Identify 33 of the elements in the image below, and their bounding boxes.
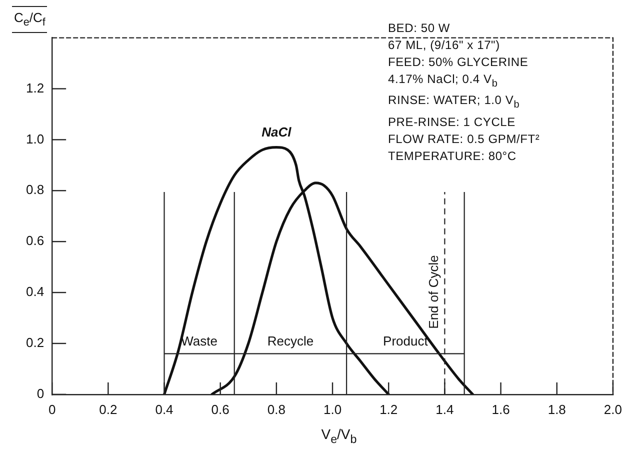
x-tick-label: 0 bbox=[48, 402, 56, 417]
x-tick-label: 1.6 bbox=[492, 402, 510, 417]
y-tick-label: 0.2 bbox=[26, 335, 44, 350]
y-tick-label: 0.4 bbox=[26, 284, 44, 300]
x-tick-label: 1.4 bbox=[436, 402, 454, 417]
annotation: PRE-RINSE: 1 CYCLE bbox=[388, 114, 516, 131]
annotation: RINSE: WATER; 1.0 V$_{b}$ bbox=[388, 92, 521, 113]
y-tick-label: 0.6 bbox=[26, 233, 44, 248]
annotation: TEMPERATURE: 80°C bbox=[388, 148, 518, 165]
x-tick-label: 1.0 bbox=[323, 402, 342, 417]
y-axis-title: C$_{e}$/C$_{f}$ bbox=[12, 6, 48, 33]
annotation: 4.17% NaCl; 0.4 V$_{b}$ bbox=[388, 71, 499, 92]
x-tick-label: 2.0 bbox=[604, 402, 622, 417]
y-tick-label: 0 bbox=[36, 386, 44, 401]
annotation: 67 ML, (9/16" x 17") bbox=[388, 37, 501, 54]
annotation: Waste bbox=[181, 334, 218, 349]
x-tick-label: 0.2 bbox=[99, 402, 118, 417]
y-tick-label: 1.0 bbox=[26, 131, 44, 146]
annotation: FLOW RATE: 0.5 GPM/FT² bbox=[388, 130, 540, 148]
annotation: FEED: 50% GLYCERINE bbox=[388, 54, 530, 71]
x-axis-title: V$_{e}$/V$_{b}$ bbox=[320, 426, 358, 446]
text: BED: 50 W bbox=[388, 20, 452, 37]
annotation: Product bbox=[383, 334, 428, 349]
x-tick-label: 0.4 bbox=[155, 402, 174, 417]
x-tick-label: 1.2 bbox=[380, 402, 398, 417]
y-tick-label: 0.8 bbox=[26, 182, 44, 198]
ref-line-label: End of Cycle bbox=[426, 255, 441, 329]
x-tick-label: 0.8 bbox=[267, 402, 286, 417]
x-tick-label: 0.6 bbox=[211, 402, 230, 417]
series-label: NaCl bbox=[262, 124, 292, 140]
x-tick-label: 1.8 bbox=[548, 402, 566, 417]
annotation: Recycle bbox=[267, 334, 314, 349]
y-tick-label: 1.2 bbox=[26, 80, 44, 96]
